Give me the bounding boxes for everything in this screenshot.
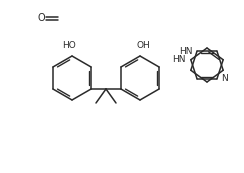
Text: OH: OH xyxy=(136,41,150,50)
Text: HO: HO xyxy=(62,41,76,50)
Text: HN: HN xyxy=(180,47,193,56)
Text: O: O xyxy=(38,13,46,23)
Text: HN: HN xyxy=(172,55,186,64)
Text: N: N xyxy=(221,74,228,83)
